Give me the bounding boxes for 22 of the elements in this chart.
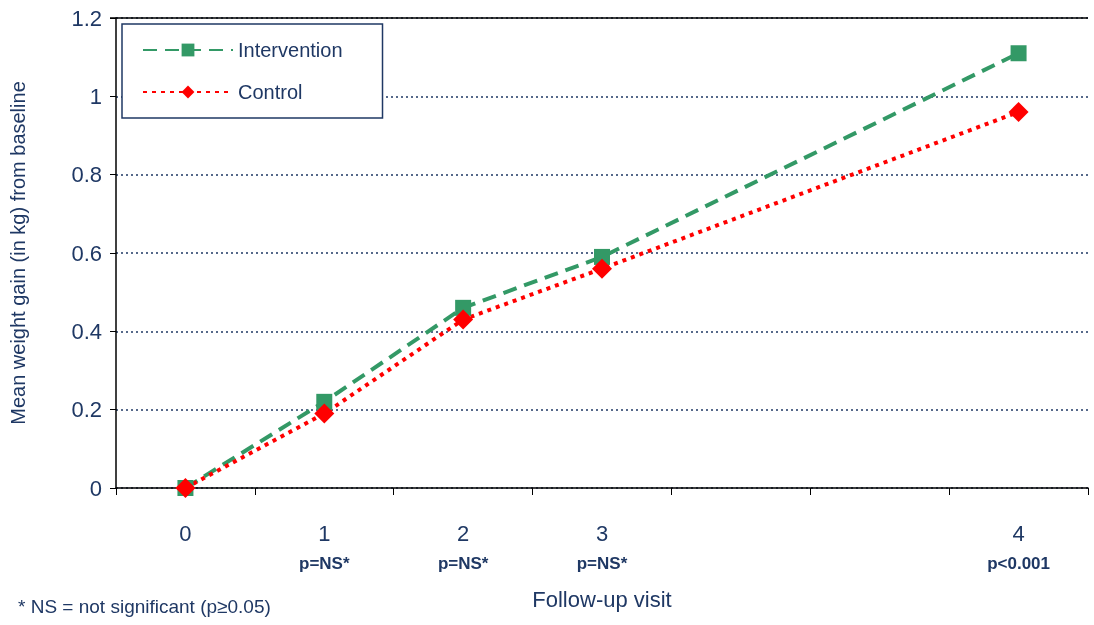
- x-tick-label: 4 p<0.001: [987, 520, 1050, 573]
- y-tick-label: 1: [89, 83, 102, 109]
- point: [314, 403, 335, 424]
- x-tick-label: 1 p=NS*: [299, 520, 350, 573]
- y-tick-label: 0.4: [71, 318, 102, 344]
- point: [453, 309, 474, 330]
- point: [1010, 45, 1027, 62]
- y-axis-title: Mean weight gain (in kg) from baseline: [7, 81, 29, 425]
- legend-label: Intervention: [238, 39, 343, 61]
- y-tick-label: 0.6: [71, 240, 102, 266]
- x-tick-label: 2 p=NS*: [437, 520, 489, 573]
- y-tick-label: 1.2: [71, 5, 102, 31]
- y-tick-label: 0.2: [71, 397, 102, 423]
- x-axis-title: Follow-up visit: [532, 586, 672, 612]
- y-tick-label: 0.8: [71, 162, 102, 188]
- point: [1008, 102, 1029, 122]
- y-tick-label: 0: [89, 475, 102, 501]
- point: [592, 258, 612, 279]
- x-tick-label: 3 p=NS*: [576, 520, 628, 573]
- x-tick-label: 0: [179, 520, 192, 546]
- legend-label: Control: [238, 81, 303, 103]
- text: * NS = not significant (p≥0.05): [18, 596, 271, 617]
